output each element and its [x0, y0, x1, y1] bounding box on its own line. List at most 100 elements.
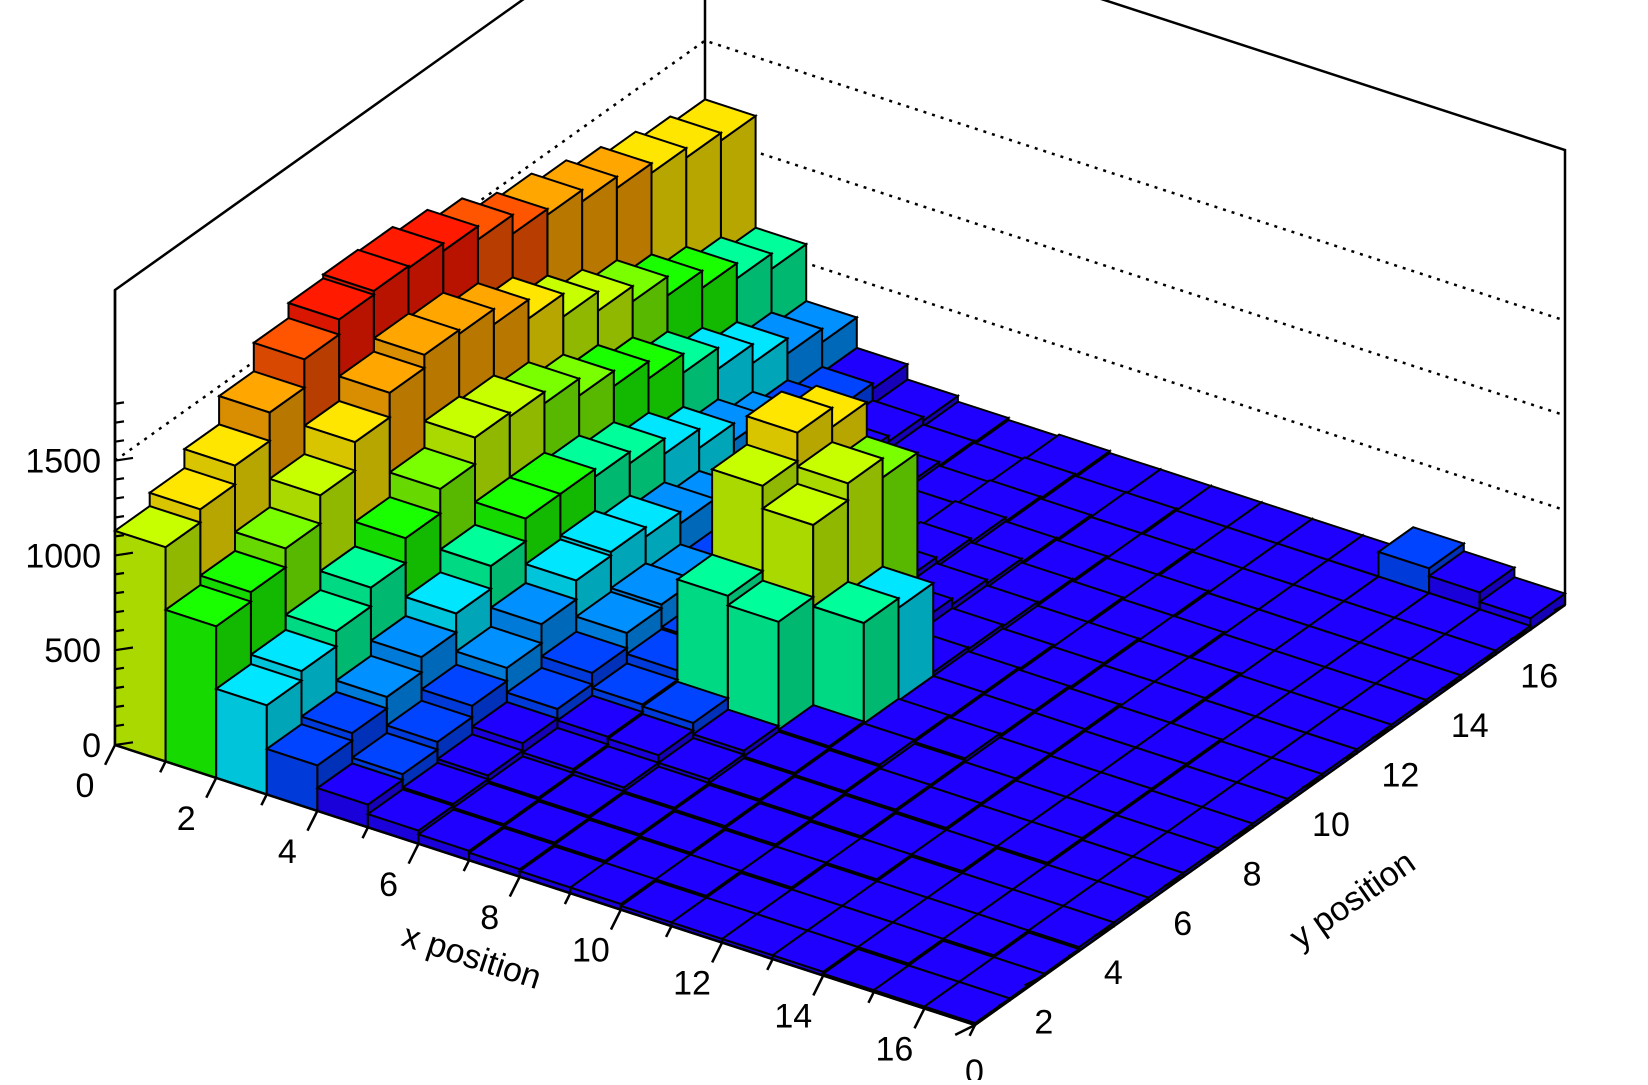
y-tick-label: 0 [965, 1053, 984, 1080]
bar-top-face [368, 614, 459, 659]
z-tick [114, 401, 125, 405]
bar-top-face [454, 625, 544, 670]
bar-top-face [706, 757, 797, 801]
bar-top-face [422, 395, 512, 439]
bar-top-face [286, 277, 376, 321]
x-tick [205, 777, 218, 799]
x-tick-label: 8 [480, 899, 499, 937]
bar-top-face [248, 628, 339, 673]
z-tick [114, 515, 125, 519]
bar-top-face [653, 853, 744, 897]
bar-top-face [760, 482, 851, 527]
x-tick [563, 892, 572, 905]
bar-top-face [757, 775, 848, 820]
bar-top-face [795, 440, 885, 485]
x-tick-label: 6 [379, 866, 398, 904]
y-tick [1093, 925, 1115, 938]
x-tick [361, 826, 370, 839]
x-tick [407, 843, 420, 865]
bar [811, 580, 901, 739]
y-tick [1232, 826, 1254, 839]
bar-top-face [336, 350, 427, 394]
bar-top-face [725, 579, 816, 623]
x-tick-label: 0 [76, 767, 95, 805]
x-tick [103, 744, 117, 766]
x-tick [711, 942, 724, 964]
bar-top-face [112, 504, 203, 549]
bar-top-face [438, 523, 528, 568]
bar-top-face [555, 694, 645, 738]
bar-top-face [264, 723, 355, 767]
y-tick-label: 10 [1312, 806, 1350, 844]
bar-top-face [536, 773, 626, 818]
y-tick-label: 12 [1381, 757, 1419, 795]
bar-top-face [371, 312, 462, 356]
x-tick-label: 14 [774, 998, 812, 1036]
bar-top-face [403, 571, 494, 615]
bars [112, 98, 1568, 1027]
bar-top-face [349, 731, 440, 776]
bar-top-face [842, 767, 933, 811]
z-tick [114, 628, 125, 633]
y-axis-title: y position [1283, 843, 1422, 957]
z-tick-label: 0 [82, 727, 101, 765]
bar-top-face [451, 781, 541, 826]
bar-top-face [1477, 576, 1568, 620]
bar-top-face [691, 708, 781, 752]
bar-top-face [352, 495, 443, 540]
bar-top-face [501, 800, 592, 844]
bar-top-face [574, 590, 664, 635]
bar-top-face [1376, 526, 1466, 570]
bar-top-face [776, 703, 866, 748]
z-tick [114, 571, 125, 576]
y-tick [1067, 949, 1080, 958]
bar-top-face [722, 802, 813, 846]
x-tick [609, 909, 623, 931]
bar-top-face [912, 716, 1002, 760]
z-tick [114, 420, 125, 424]
bar-top-face [182, 423, 272, 467]
x-tick [766, 958, 774, 971]
bar-front-face [164, 608, 218, 780]
x-tick-label: 4 [278, 833, 297, 871]
z-tick [114, 456, 134, 462]
bar-top-face [571, 745, 661, 789]
bar-top-face [675, 553, 765, 597]
z-tick [114, 609, 125, 614]
bar-top-face [315, 762, 405, 806]
z-tick [114, 439, 125, 443]
z-tick-label: 500 [44, 632, 101, 670]
bar-top-face [738, 845, 829, 889]
bar-top-face [826, 722, 917, 766]
y-tick [1553, 603, 1566, 612]
bar-top-face [1026, 904, 1116, 949]
z-tick [114, 496, 125, 500]
x-tick [508, 876, 521, 898]
bar-top-face [552, 818, 642, 863]
z-tick [114, 477, 125, 481]
bar-top-face [637, 810, 728, 854]
bar-top-face [824, 836, 914, 881]
bar-top-face [466, 826, 557, 871]
bar-top-face [586, 792, 677, 836]
x-tick [159, 760, 167, 773]
y-tick-label: 2 [1034, 1004, 1053, 1042]
bar-top-face [792, 748, 882, 793]
bar-top-face [485, 755, 576, 799]
bar-top-face [909, 828, 999, 873]
bar-top-face [365, 788, 456, 832]
y-tick [1345, 752, 1358, 760]
bar-top-face [605, 712, 696, 757]
bar-top-face [472, 476, 563, 520]
x-tick-label: 16 [875, 1031, 913, 1069]
bar-top-face [589, 662, 680, 706]
y-tick [954, 1023, 976, 1037]
bar-top-face [811, 580, 901, 625]
x-tick [664, 925, 673, 938]
bar-top-face [387, 446, 478, 491]
x-tick [462, 859, 471, 872]
y-tick [1509, 628, 1531, 641]
bar-top-face [994, 820, 1085, 864]
x-axis-line [114, 743, 976, 1027]
